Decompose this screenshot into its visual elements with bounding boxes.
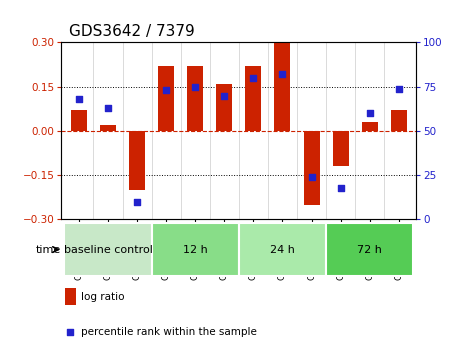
Bar bbox=[245, 66, 262, 131]
Point bbox=[337, 185, 344, 190]
Point bbox=[162, 87, 170, 93]
Point bbox=[366, 110, 374, 116]
Bar bbox=[216, 84, 232, 131]
Bar bbox=[152, 223, 239, 276]
Bar bbox=[362, 122, 378, 131]
Point bbox=[133, 199, 141, 205]
Point bbox=[308, 174, 315, 180]
Text: baseline control: baseline control bbox=[63, 245, 152, 255]
Bar bbox=[326, 223, 413, 276]
Bar bbox=[239, 223, 326, 276]
Point bbox=[395, 86, 403, 91]
Point bbox=[67, 329, 74, 335]
Point bbox=[279, 72, 286, 77]
Text: GDS3642 / 7379: GDS3642 / 7379 bbox=[69, 23, 194, 39]
Text: 12 h: 12 h bbox=[183, 245, 208, 255]
Bar bbox=[304, 131, 320, 205]
Bar bbox=[100, 125, 116, 131]
Bar bbox=[64, 223, 152, 276]
Bar bbox=[158, 66, 174, 131]
Bar bbox=[187, 66, 203, 131]
Text: log ratio: log ratio bbox=[81, 292, 124, 302]
Bar bbox=[129, 131, 145, 190]
Text: 72 h: 72 h bbox=[357, 245, 382, 255]
Text: percentile rank within the sample: percentile rank within the sample bbox=[81, 327, 257, 337]
Point bbox=[220, 93, 228, 98]
Point bbox=[250, 75, 257, 81]
Bar bbox=[333, 131, 349, 166]
Bar bbox=[391, 110, 407, 131]
Bar bbox=[274, 42, 290, 131]
Bar bbox=[65, 288, 76, 305]
Text: 24 h: 24 h bbox=[270, 245, 295, 255]
Point bbox=[75, 96, 83, 102]
Text: time: time bbox=[35, 245, 61, 255]
Point bbox=[192, 84, 199, 90]
Bar bbox=[71, 110, 87, 131]
Point bbox=[104, 105, 112, 111]
